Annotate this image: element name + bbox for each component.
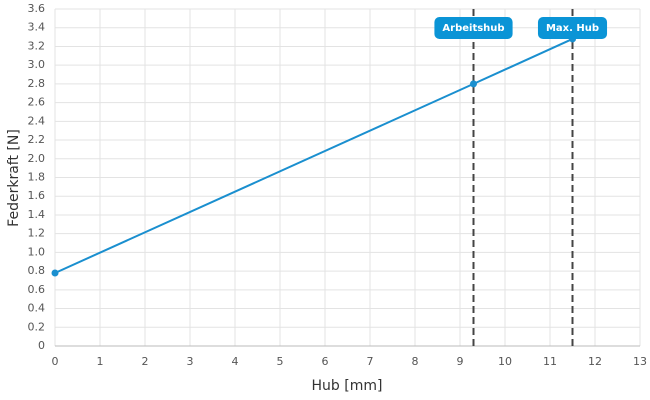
- y-axis-title: Federkraft [N]: [6, 129, 22, 227]
- x-axis-title: Hub [mm]: [312, 378, 383, 394]
- y-tick-label: 0.6: [28, 283, 46, 296]
- x-tick-label: 0: [52, 355, 59, 368]
- x-tick-label: 10: [498, 355, 512, 368]
- y-tick-label: 1.6: [28, 189, 46, 202]
- x-tick-label: 4: [232, 355, 239, 368]
- annotation-label: Max. Hub: [546, 23, 599, 34]
- x-tick-label: 11: [543, 355, 557, 368]
- data-line: [54, 38, 573, 274]
- x-tick-label: 5: [277, 355, 284, 368]
- x-tick-label: 9: [457, 355, 464, 368]
- y-tick-label: 1.0: [28, 245, 46, 258]
- y-tick-label: 3.0: [28, 58, 46, 71]
- y-tick-label: 1.8: [28, 171, 46, 184]
- annotation-label: Arbeitshub: [442, 23, 504, 34]
- y-tick-label: 2.6: [28, 96, 46, 109]
- y-tick-label: 1.2: [28, 227, 46, 240]
- data-point: [51, 269, 59, 277]
- x-tick-label: 13: [633, 355, 647, 368]
- y-tick-label: 3.6: [28, 2, 46, 15]
- x-tick-label: 6: [322, 355, 329, 368]
- y-tick-label: 0.4: [28, 302, 46, 315]
- y-tick-label: 0.8: [28, 264, 46, 277]
- x-tick-label: 3: [187, 355, 194, 368]
- y-tick-label: 2.2: [28, 133, 46, 146]
- annotation-box: [537, 17, 608, 39]
- x-tick-label: 1: [97, 355, 104, 368]
- y-tick-label: 3.4: [28, 21, 46, 34]
- annotation-box: [434, 17, 513, 39]
- y-tick-label: 3.2: [28, 39, 46, 52]
- y-tick-label: 1.4: [28, 208, 46, 221]
- x-tick-label: 7: [367, 355, 374, 368]
- x-tick-label: 8: [412, 355, 419, 368]
- x-tick-label: 12: [588, 355, 602, 368]
- x-tick-label: 2: [142, 355, 149, 368]
- data-point: [470, 80, 477, 88]
- y-tick-label: 2.0: [28, 152, 46, 165]
- y-tick-label: 0.2: [28, 320, 46, 333]
- y-tick-label: 2.8: [28, 77, 46, 90]
- y-tick-label: 0: [38, 339, 45, 352]
- y-tick-label: 2.4: [28, 114, 46, 127]
